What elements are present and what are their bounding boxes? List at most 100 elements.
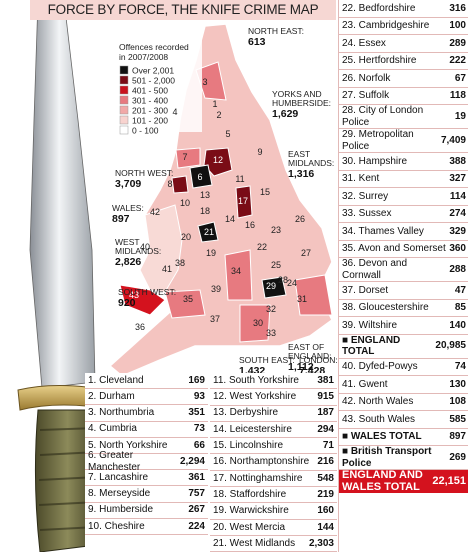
table-row: 2. Durham 93 xyxy=(85,389,208,406)
row-name: 39. Wiltshire xyxy=(342,320,449,332)
row-name-text: 17. Nottinghamshire xyxy=(213,472,303,484)
row-name: 34. Thames Valley xyxy=(342,226,449,238)
table-row: 24. Essex 289 xyxy=(339,35,468,53)
table-row: 42. North Wales 108 xyxy=(339,394,468,411)
table-row: 18. Staffordshire 219 xyxy=(210,487,337,504)
region-value: 897 xyxy=(112,213,130,225)
row-value: 327 xyxy=(449,173,466,184)
region-name: EAST MIDLANDS: xyxy=(288,149,334,168)
row-name-text: 38. Gloucestershire xyxy=(342,302,429,313)
row-value: 915 xyxy=(317,391,334,403)
table-row: 16. Northamptonshire 216 xyxy=(210,454,337,471)
south-wales-area xyxy=(119,284,166,316)
table-row: 14. Leicestershire 294 xyxy=(210,422,337,439)
table-row: 38. Gloucestershire 85 xyxy=(339,300,468,317)
row-name-text: 27. Suffolk xyxy=(342,90,390,101)
table-row: 6. Greater Manchester 2,294 xyxy=(85,450,208,473)
row-name-text: 34. Thames Valley xyxy=(342,225,424,237)
row-name-text: 18. Staffordshire xyxy=(213,488,287,500)
row-value: 73 xyxy=(193,423,205,435)
map-number: 14 xyxy=(225,214,235,224)
map-number: 25 xyxy=(271,260,281,270)
row-name: 17. Nottinghamshire xyxy=(213,473,317,485)
row-name: 38. Gloucestershire xyxy=(342,302,455,314)
row-name-text: 40. Dyfed-Powys xyxy=(342,361,418,372)
map-number: 21 xyxy=(204,227,214,237)
row-value: 108 xyxy=(449,396,466,407)
map-number: 1 xyxy=(212,99,217,109)
table: 11. South Yorkshire 381 12. West Yorkshire… xyxy=(210,373,337,552)
row-name-text: 28. City of London Police xyxy=(342,105,424,128)
region-name: WEST MIDLANDS: xyxy=(115,237,161,256)
row-value: 140 xyxy=(449,319,466,331)
map-number: 40 xyxy=(140,242,150,252)
row-name-text: 43. South Wales xyxy=(342,413,416,425)
map-number: 12 xyxy=(213,155,223,165)
legend-label: Over 2,001 xyxy=(132,66,174,76)
map-number: 22 xyxy=(257,242,267,252)
bullet: ■ xyxy=(342,446,351,457)
row-value: 361 xyxy=(188,471,205,483)
map-number: 35 xyxy=(183,294,193,304)
table-row: 13. Derbyshire 187 xyxy=(210,406,337,422)
hampshire-area xyxy=(239,304,271,343)
row-name-text: 39. Wiltshire xyxy=(342,319,398,331)
row-value: 2,303 xyxy=(308,537,334,549)
bullet: ■ xyxy=(342,334,351,346)
row-name-text: 33. Sussex xyxy=(342,208,392,219)
legend-label: 401 - 500 xyxy=(132,86,168,96)
row-name-text: 23. Cambridgeshire xyxy=(342,20,430,31)
row-name: 1. Cleveland xyxy=(88,375,188,387)
row-name: ■ ENGLAND TOTAL xyxy=(342,335,435,358)
row-value: 269 xyxy=(449,451,466,463)
row-value: 2,294 xyxy=(179,455,205,467)
table: 22. Bedfordshire 316 23. Cambridgeshire 100… xyxy=(338,0,468,552)
row-name-text: 6. Greater Manchester xyxy=(88,450,141,473)
row-value: 22,151 xyxy=(432,474,466,487)
row-value: 160 xyxy=(317,505,334,517)
row-value: 20,985 xyxy=(435,340,466,352)
region-name: EAST OF ENGLAND: xyxy=(288,342,331,361)
table-row: 43. South Wales 585 xyxy=(339,411,468,429)
row-value: 216 xyxy=(317,456,334,468)
row-name: 6. Greater Manchester xyxy=(88,450,180,473)
map-number: 28 xyxy=(278,275,288,285)
legend-label: 201 - 300 xyxy=(132,106,168,116)
row-name-text: 7. Lancashire xyxy=(88,471,149,483)
map-number: 8 xyxy=(167,179,172,189)
row-value: 67 xyxy=(454,72,466,84)
row-name: 31. Kent xyxy=(342,173,449,185)
row-name: 7. Lancashire xyxy=(88,472,188,484)
row-name-text: 11. South Yorkshire xyxy=(213,374,299,386)
kent-area xyxy=(294,274,333,316)
row-name: 30. Hampshire xyxy=(342,156,449,168)
map-number: 31 xyxy=(297,294,307,304)
table-row: 34. Thames Valley 329 xyxy=(339,223,468,241)
legend: Offences recorded in 2007/2008 Over 2,0015… xyxy=(116,40,202,136)
region-value: 613 xyxy=(248,36,266,48)
table-row: 11. South Yorkshire 381 xyxy=(210,373,337,390)
row-name-text: 26. Norfolk xyxy=(342,72,391,84)
row-name-text: 35. Avon and Somerset xyxy=(342,243,446,254)
map-number: 15 xyxy=(260,187,270,197)
london-area xyxy=(261,276,287,299)
row-name: 29. Metropolitan Police xyxy=(342,129,441,152)
map-number: 9 xyxy=(257,147,262,157)
row-value: 100 xyxy=(449,20,466,31)
title: FORCE BY FORCE, THE KNIFE CRIME MAP xyxy=(30,0,336,20)
map-number: 3 xyxy=(202,77,207,87)
region-value: 1,629 xyxy=(272,108,298,120)
map-number: 10 xyxy=(180,198,190,208)
table-row: 35. Avon and Somerset 360 xyxy=(339,241,468,258)
region-name: NORTH EAST: xyxy=(248,26,304,36)
row-value: 118 xyxy=(449,90,466,101)
map-number: 30 xyxy=(253,318,263,328)
row-value: 294 xyxy=(317,423,334,435)
nottinghamshire-area xyxy=(235,185,253,219)
map-number: 38 xyxy=(175,258,185,268)
table-row: ■ WALES TOTAL 897 xyxy=(339,429,468,446)
row-value: 85 xyxy=(454,302,466,313)
row-value: 222 xyxy=(449,55,466,66)
table-row: ■ ENGLAND TOTAL 20,985 xyxy=(339,335,468,359)
